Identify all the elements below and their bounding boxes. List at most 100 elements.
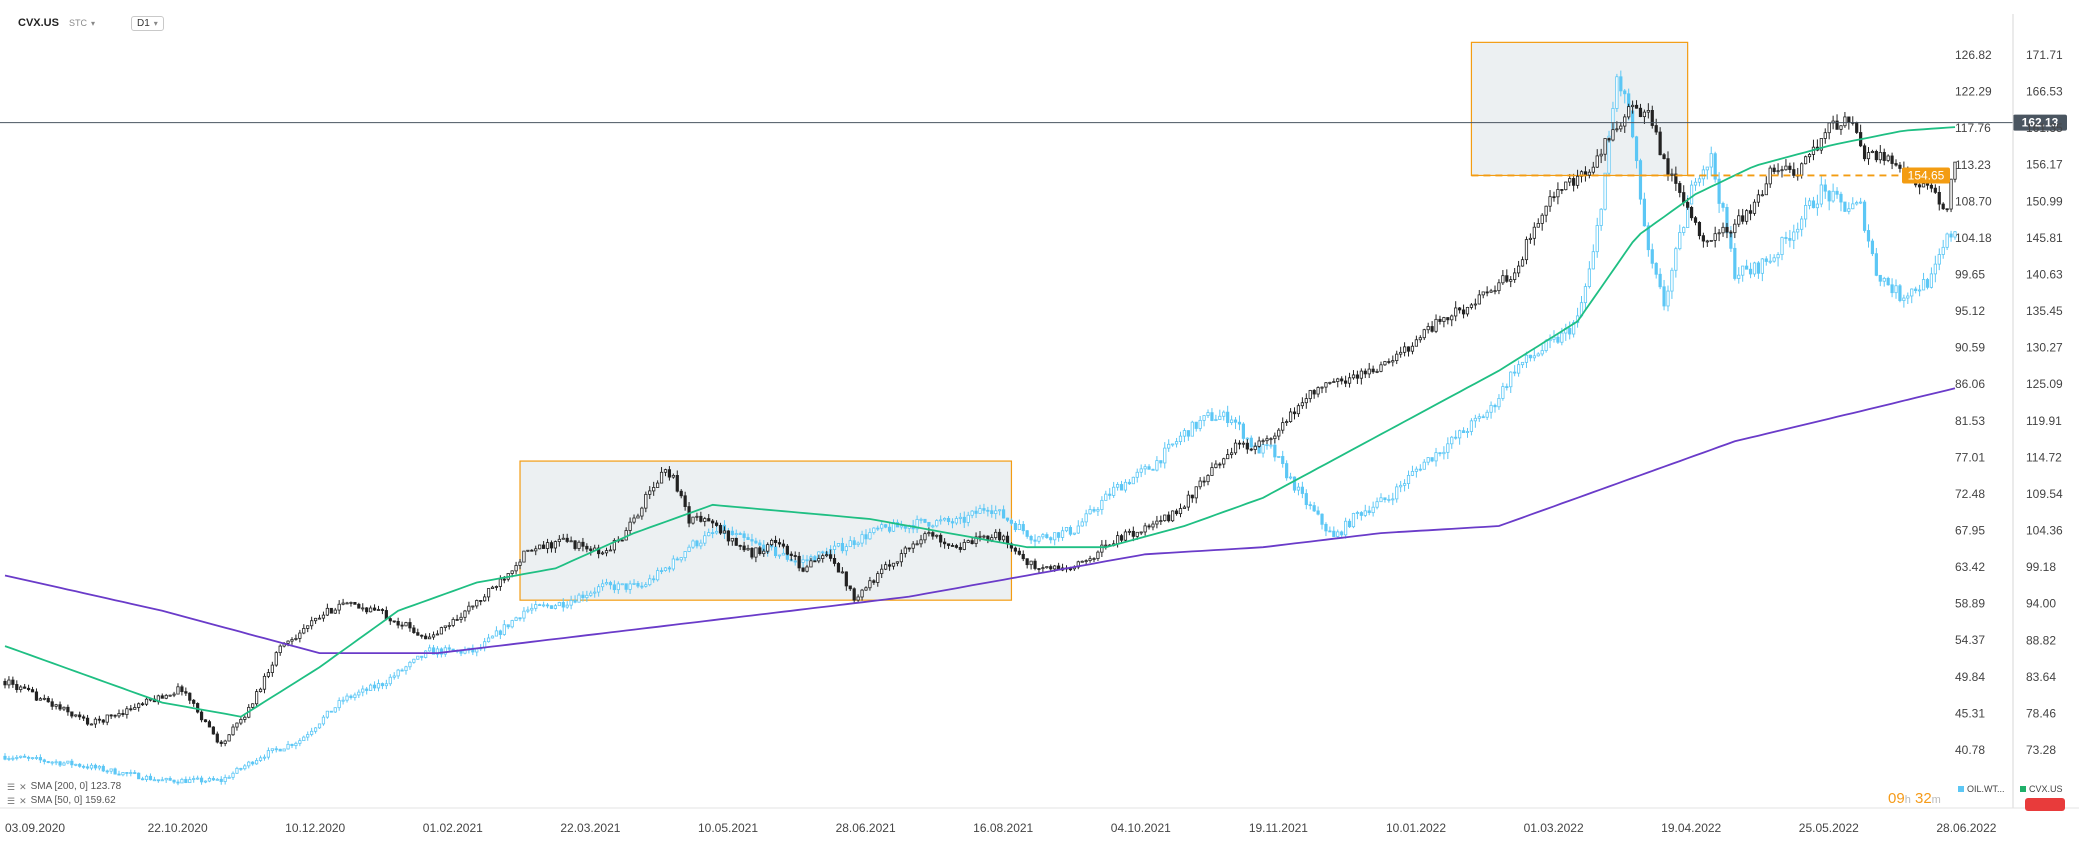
oil-candle-body	[557, 602, 561, 607]
oil-candle-body	[117, 773, 121, 776]
indicator-sma200[interactable]: ☰ ✕ SMA [200, 0] 123.78	[7, 780, 121, 794]
left-axis-tick-label: 104.18	[1955, 231, 1992, 245]
cvx-candle-body	[1623, 116, 1627, 127]
oil-candle-body	[585, 594, 589, 599]
oil-candle-body	[89, 764, 94, 769]
cvx-candle-body	[907, 547, 911, 550]
cvx-candle-body	[1937, 191, 1941, 205]
cvx-candle-body	[89, 723, 94, 726]
legend-label: OIL.WT...	[1967, 784, 2005, 794]
close-icon[interactable]: ✕	[19, 782, 27, 792]
sell-button[interactable]	[2025, 798, 2065, 811]
cvx-candle-body	[365, 607, 369, 613]
cvx-candle-body	[1171, 510, 1175, 522]
cvx-candle-body	[490, 586, 495, 589]
oil-candle-body	[884, 524, 888, 528]
timeframe-selector[interactable]: D1 ▾	[130, 15, 164, 31]
oil-candle-body	[1320, 513, 1324, 525]
cvx-candle-body	[19, 686, 23, 690]
cvx-candle-body	[1678, 183, 1682, 193]
oil-candle-body	[1552, 336, 1556, 340]
oil-candle-body	[384, 683, 388, 687]
cvx-candle-body	[479, 600, 483, 602]
cvx-candle-body	[1949, 178, 1953, 210]
settings-icon[interactable]: ☰	[7, 796, 16, 806]
oil-candle-body	[1206, 412, 1210, 416]
settings-icon[interactable]: ☰	[7, 782, 16, 792]
cvx-candle-body	[1564, 181, 1568, 191]
cvx-candle-body	[1442, 317, 1446, 322]
cvx-candle-body	[1929, 184, 1933, 189]
cvx-candle-body	[502, 578, 506, 581]
oil-candle-body	[243, 765, 247, 770]
oil-candle-body	[1406, 474, 1411, 484]
oil-candle-body	[125, 772, 129, 774]
legend-item-oil[interactable]: OIL.WT...	[1958, 784, 2005, 794]
cvx-candle-body	[648, 490, 652, 495]
oil-candle-body	[848, 540, 852, 548]
cvx-candle-body	[1595, 155, 1599, 168]
cvx-candle-body	[1642, 111, 1647, 118]
close-icon[interactable]: ✕	[19, 796, 27, 806]
legend-swatch	[1958, 786, 1964, 792]
cvx-candle-body	[1218, 463, 1222, 466]
oil-candle-body	[1473, 417, 1477, 422]
cvx-candle-body	[1745, 210, 1749, 222]
oil-candle-body	[553, 605, 558, 609]
cvx-candle-body	[844, 571, 848, 587]
cvx-candle-body	[23, 686, 27, 689]
oil-candle-body	[196, 777, 200, 780]
cvx-candle-body	[1100, 544, 1104, 553]
oil-candle-body	[321, 716, 326, 725]
oil-candle-body	[133, 772, 137, 774]
cvx-candle-body	[770, 539, 774, 546]
oil-candle-body	[192, 778, 196, 780]
oil-candle-body	[329, 710, 333, 713]
symbol-label[interactable]: CVX.US	[18, 17, 59, 29]
left-axis-tick-label: 58.89	[1955, 597, 1985, 611]
oil-candle-body	[278, 748, 282, 752]
cvx-candle-body	[1800, 163, 1804, 176]
oil-candle-body	[695, 540, 699, 547]
cvx-candle-body	[836, 563, 841, 573]
cvx-candle-body	[1953, 161, 1957, 180]
oil-candle-body	[26, 756, 31, 759]
cvx-candle-body	[1241, 442, 1245, 445]
oil-candle-body	[211, 778, 215, 781]
cvx-candle-body	[667, 469, 672, 478]
cvx-candle-body	[1497, 282, 1501, 292]
oil-candle-body	[1827, 190, 1831, 202]
cvx-candle-body	[1080, 560, 1084, 563]
support-level-tag	[1902, 167, 1950, 184]
oil-candle-body	[62, 762, 66, 766]
cvx-candle-body	[192, 699, 196, 704]
oil-candle-body	[1756, 262, 1761, 274]
oil-candle-body	[667, 567, 672, 570]
cvx-candle-body	[1414, 339, 1418, 347]
oil-candle-body	[105, 770, 109, 773]
cvx-candle-body	[357, 603, 361, 609]
cvx-candle-body	[1288, 411, 1293, 422]
oil-candle-body	[66, 760, 70, 764]
cvx-candle-body	[313, 617, 318, 622]
cvx-candle-body	[1477, 294, 1481, 305]
cvx-candle-body	[1886, 155, 1890, 161]
oil-candle-body	[616, 583, 620, 591]
cvx-candle-body	[1450, 315, 1454, 321]
oil-candle-body	[400, 669, 404, 672]
cvx-candle-body	[663, 469, 668, 473]
cvx-candle-body	[168, 694, 172, 697]
chart-style-selector[interactable]: STC ▾	[69, 18, 95, 28]
cvx-candle-body	[1560, 189, 1564, 191]
cvx-candle-body	[1725, 226, 1729, 233]
cvx-candle-body	[459, 616, 463, 620]
oil-candle-body	[443, 647, 447, 655]
cvx-candle-body	[880, 568, 884, 575]
oil-candle-body	[1532, 355, 1536, 359]
indicator-sma50[interactable]: ☰ ✕ SMA [50, 0] 159.62	[7, 794, 121, 808]
legend-item-cvx[interactable]: CVX.US	[2020, 784, 2063, 794]
cvx-candle-body	[1096, 551, 1100, 559]
oil-candle-body	[1953, 231, 1957, 238]
current-price-tag	[2013, 114, 2067, 131]
